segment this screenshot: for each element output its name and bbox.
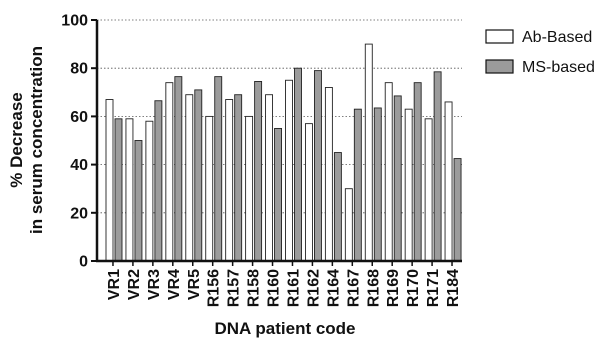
bar-ab-based-r162 bbox=[304, 123, 313, 262]
bar-ab-based-vr5 bbox=[185, 94, 194, 262]
bar-ms-based-r158 bbox=[254, 81, 263, 262]
bar-ms-based-vr2 bbox=[134, 140, 143, 262]
axes bbox=[91, 19, 462, 266]
x-tick-label-r168: R168 bbox=[365, 269, 382, 307]
bar-ms-based-vr3 bbox=[154, 100, 163, 262]
y-tick-label-20: 20 bbox=[70, 205, 88, 222]
bar-ms-based-r164 bbox=[333, 152, 342, 262]
x-tick-labels: VR1 VR2 VR3 VR4 VR5 R156 R157 R158 R160 R161 R162 R… bbox=[106, 269, 462, 307]
legend: Ab-Based MS-based bbox=[485, 29, 595, 76]
bar-ms-based-r167 bbox=[353, 108, 362, 262]
x-tick-label-r170: R170 bbox=[405, 269, 422, 307]
x-tick-label-vr5: VR5 bbox=[186, 269, 203, 300]
bar-ab-based-r184 bbox=[444, 101, 453, 262]
y-tick-label-0: 0 bbox=[79, 254, 88, 271]
x-tick-label-r157: R157 bbox=[226, 269, 243, 307]
legend-label-ab-based: Ab-Based bbox=[522, 29, 592, 46]
bar-ms-based-r156 bbox=[214, 76, 223, 262]
bar-ab-based-r161 bbox=[285, 79, 293, 262]
x-tick-label-r160: R160 bbox=[266, 269, 283, 307]
x-tick-label-r167: R167 bbox=[345, 269, 362, 307]
bar-ab-based-r158 bbox=[245, 115, 254, 262]
bar-ms-based-r157 bbox=[234, 94, 243, 262]
x-tick-label-r171: R171 bbox=[425, 269, 442, 307]
bar-ms-based-r162 bbox=[313, 70, 322, 262]
bar-ab-based-vr3 bbox=[145, 120, 154, 262]
bar-ms-based-r171 bbox=[433, 71, 442, 262]
y-tick-label-60: 60 bbox=[70, 109, 88, 126]
bar-ab-based-r168 bbox=[364, 43, 373, 262]
y-axis-title-line-1: % Decrease bbox=[7, 92, 26, 187]
y-axis-title-line-2: in serum concentration bbox=[27, 46, 46, 234]
y-tick-label-100: 100 bbox=[61, 13, 88, 30]
bar-ab-based-vr1 bbox=[105, 99, 114, 262]
x-tick-label-vr4: VR4 bbox=[166, 269, 183, 300]
legend-label-ms-based: MS-based bbox=[522, 59, 595, 76]
bar-ms-based-vr5 bbox=[194, 89, 203, 262]
bar-ms-based-vr4 bbox=[174, 76, 183, 262]
bar-ab-based-r160 bbox=[265, 94, 274, 262]
bar-ms-based-r170 bbox=[413, 82, 422, 262]
bar-ab-based-r171 bbox=[424, 118, 433, 262]
bar-ab-based-r156 bbox=[205, 115, 214, 262]
bar-ms-based-vr1 bbox=[114, 118, 123, 262]
bar-ms-based-r168 bbox=[373, 107, 382, 262]
x-tick-label-r184: R184 bbox=[445, 269, 462, 307]
bar-ms-based-r184 bbox=[453, 158, 462, 262]
bars bbox=[105, 43, 462, 262]
x-tick-label-vr1: VR1 bbox=[106, 269, 123, 300]
y-tick-labels: 0 20 40 60 80 100 bbox=[61, 13, 88, 271]
bar-ab-based-vr2 bbox=[125, 118, 134, 262]
y-tick-label-80: 80 bbox=[70, 61, 88, 78]
bar-ab-based-vr4 bbox=[165, 82, 174, 262]
x-axis-title: DNA patient code bbox=[214, 319, 355, 338]
bar-ab-based-r164 bbox=[324, 87, 333, 262]
x-tick-label-r169: R169 bbox=[385, 269, 402, 307]
x-tick-label-r164: R164 bbox=[325, 269, 342, 307]
legend-swatch-ab-based bbox=[485, 29, 514, 44]
bar-ms-based-r161 bbox=[294, 67, 302, 262]
x-tick-label-r156: R156 bbox=[206, 269, 223, 307]
x-tick-label-r161: R161 bbox=[285, 269, 302, 307]
bar-ab-based-r169 bbox=[384, 82, 393, 262]
bar-ms-based-r169 bbox=[393, 95, 402, 262]
bar-ab-based-r157 bbox=[225, 99, 234, 262]
legend-swatch-ms-based bbox=[485, 59, 514, 74]
bar-ms-based-r160 bbox=[274, 127, 283, 262]
x-tick-label-vr3: VR3 bbox=[146, 269, 163, 300]
x-tick-label-r158: R158 bbox=[246, 269, 263, 307]
bar-ab-based-r167 bbox=[344, 188, 353, 262]
x-tick-label-vr2: VR2 bbox=[126, 269, 143, 300]
y-tick-label-40: 40 bbox=[70, 157, 88, 174]
bar-ab-based-r170 bbox=[404, 108, 413, 262]
x-tick-label-r162: R162 bbox=[305, 269, 322, 307]
